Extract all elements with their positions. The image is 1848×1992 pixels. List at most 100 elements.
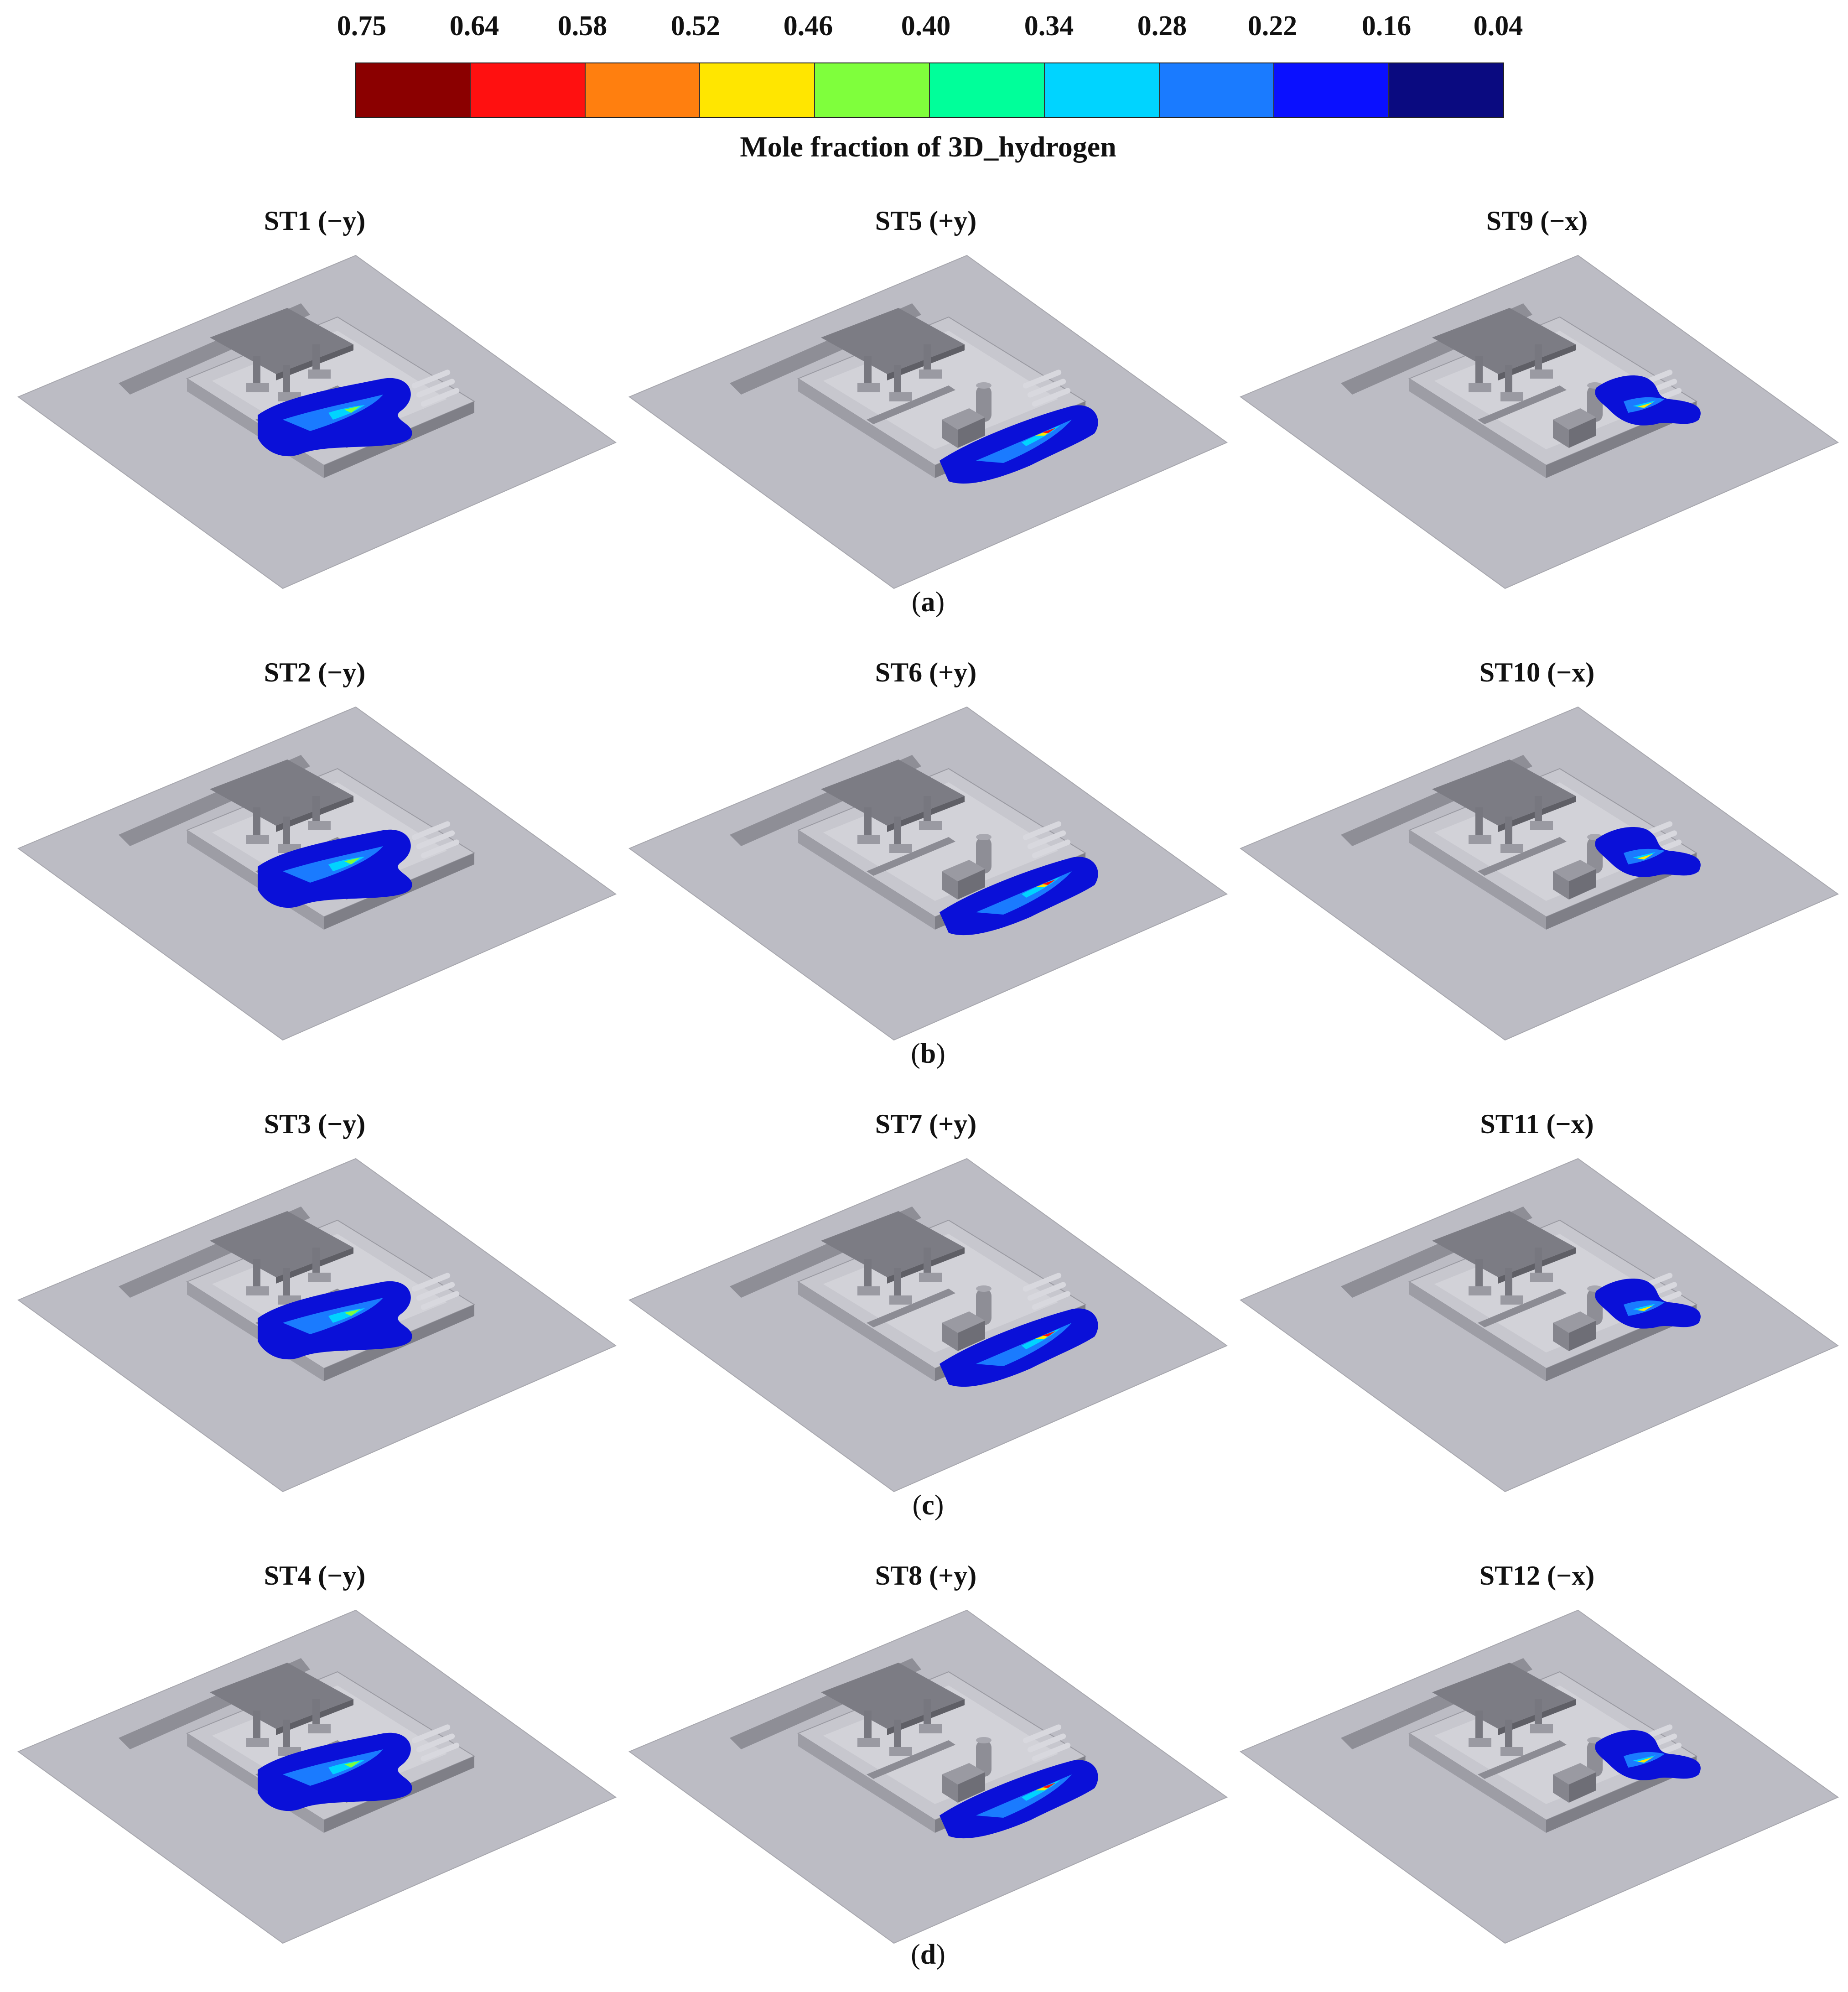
tube-trailer [1032, 388, 1071, 407]
pump-column [1535, 1699, 1542, 1727]
tube-trailer [411, 1273, 451, 1292]
compressor-box-side [958, 1772, 985, 1803]
colorbar-tick: 0.64 [449, 10, 499, 42]
tube-trailer [416, 1733, 455, 1753]
storage-tank-top [976, 1285, 991, 1292]
dispenser [857, 1738, 880, 1747]
subfigure-letter: b [920, 1038, 936, 1069]
tube-trailer [411, 369, 451, 389]
hydrogen-plume [258, 1281, 412, 1360]
compressor-box-front [942, 871, 958, 900]
panel-title: ST12 (−x) [1479, 1560, 1595, 1591]
dispersion-panel: ST11 (−x) [1231, 1108, 1843, 1519]
compressor-box-front [942, 1774, 958, 1803]
tube-trailer [420, 1291, 460, 1310]
dispersion-panel: ST1 (−y) [9, 205, 620, 616]
subfigure-label: (c) [912, 1490, 944, 1521]
colorbar-tick: 0.28 [1137, 10, 1187, 42]
dispenser [1530, 1724, 1553, 1733]
panel-title: ST7 (+y) [875, 1109, 977, 1139]
dispersion-panel: ST3 (−y) [9, 1108, 620, 1519]
tube-trailer [1032, 1291, 1071, 1310]
pump-column [1535, 1248, 1542, 1275]
dispenser [308, 369, 331, 379]
compressor-box [1553, 408, 1596, 430]
dispenser [308, 1273, 331, 1282]
dispenser [919, 1724, 942, 1733]
compressor-box [942, 408, 985, 430]
hydrogen-plume [940, 1760, 1098, 1839]
station-base-front [1409, 1733, 1546, 1833]
dispersion-panel: ST4 (−y) [9, 1560, 620, 1971]
station-base-front [798, 1282, 935, 1381]
dispersion-panel: ST9 (−x) [1231, 205, 1843, 616]
dispenser [889, 1747, 912, 1756]
panel-title: ST3 (−y) [264, 1109, 366, 1139]
pump-column [312, 344, 320, 372]
dispenser [1469, 1286, 1491, 1295]
pump-column [924, 344, 931, 372]
compressor-box-side [958, 1321, 985, 1351]
panel-title: ST11 (−x) [1480, 1109, 1594, 1139]
cfd-scene [1239, 706, 1839, 1041]
cfd-scene [17, 706, 617, 1041]
panel-title: ST6 (+y) [875, 657, 977, 687]
colorbar [355, 62, 1504, 118]
compressor-box [942, 860, 985, 881]
compressor-box [1553, 860, 1596, 881]
tube-trailer [420, 388, 460, 407]
storage-tank-top [976, 1737, 991, 1743]
cfd-scene [17, 255, 617, 589]
compressor-box-side [958, 417, 985, 448]
dispenser [1469, 1738, 1491, 1747]
hydrogen-plume [940, 405, 1098, 484]
pump-column [253, 1259, 260, 1291]
colorbar-tick: 0.52 [670, 10, 721, 42]
pump-column [894, 365, 901, 397]
storage-tank [976, 837, 991, 874]
dispenser [308, 1724, 331, 1733]
hydrogen-plume [940, 857, 1098, 936]
cfd-scene [628, 1609, 1228, 1944]
dispenser [246, 1738, 269, 1747]
cfd-scene [1239, 1609, 1839, 1944]
tube-trailer [1032, 839, 1071, 858]
subfigure-letter: c [922, 1490, 934, 1521]
colorbar-title: Mole fraction of 3D_hydrogen [740, 130, 1116, 163]
tube-trailer [416, 379, 455, 398]
pump-column [283, 817, 290, 848]
tube-trailer [1023, 821, 1062, 840]
pump-column [283, 1720, 290, 1752]
storage-tank [976, 1740, 991, 1777]
pump-column [1475, 807, 1483, 839]
station-base-front [1409, 379, 1546, 478]
inner-wall [867, 1740, 955, 1779]
pump-column [894, 1268, 901, 1300]
storage-tank-top [976, 834, 991, 840]
colorbar-segment [1044, 63, 1160, 117]
dispenser [1500, 844, 1523, 853]
cfd-scene [628, 706, 1228, 1041]
subfigure-letter: a [921, 587, 935, 618]
tube-trailer [1023, 369, 1062, 389]
pump-column [253, 807, 260, 839]
hydrogen-plume [940, 1308, 1098, 1387]
inner-wall [867, 385, 955, 424]
compressor-box-front [1553, 871, 1569, 900]
dispenser [1530, 1273, 1553, 1282]
inner-wall [1478, 1289, 1567, 1327]
dispersion-panel: ST5 (+y) [620, 205, 1231, 616]
dispenser [1530, 369, 1553, 379]
panel-title: ST4 (−y) [264, 1560, 366, 1591]
pump-column [864, 1259, 872, 1291]
station-base-front [1409, 1282, 1546, 1381]
hydrogen-plume [1595, 1279, 1701, 1329]
pump-column [1505, 365, 1512, 397]
pump-column [312, 1699, 320, 1727]
compressor-box-side [1569, 1321, 1596, 1351]
pump-column [924, 1699, 931, 1727]
pump-column [1505, 817, 1512, 848]
subfigure-label: (a) [911, 587, 945, 618]
compressor-box-side [1569, 869, 1596, 900]
tube-trailer [416, 1282, 455, 1301]
